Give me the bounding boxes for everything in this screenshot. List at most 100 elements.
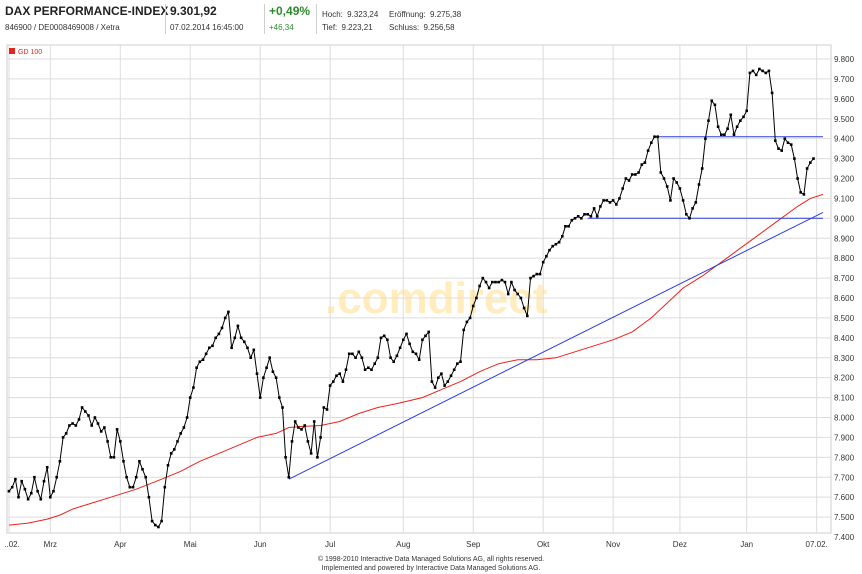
chart-svg: .comdirect GD 100 7.4007.5007.6007.7007.… <box>0 43 857 553</box>
y-tick-label: 7.900 <box>834 433 855 442</box>
price-point <box>405 332 408 336</box>
price-point <box>513 288 516 292</box>
y-tick-label: 8.900 <box>834 234 855 243</box>
close-label: Schluss: <box>389 23 420 32</box>
price-point <box>777 147 780 150</box>
price-point <box>128 485 132 489</box>
plot-area <box>6 44 832 534</box>
y-tick-label: 8.200 <box>834 374 855 383</box>
y-tick-label: 7.700 <box>834 473 855 482</box>
price-point <box>227 310 230 314</box>
price-point <box>30 491 33 495</box>
y-tick-label: 8.400 <box>834 334 855 343</box>
header-divider <box>264 4 265 34</box>
price-point <box>742 115 745 119</box>
price-point <box>541 260 545 264</box>
x-tick-label: Apr <box>114 540 127 549</box>
series-line-gd-100 <box>8 193 824 526</box>
price-point <box>341 380 345 383</box>
price-point <box>157 525 160 529</box>
price-point <box>93 416 97 419</box>
price-point <box>408 342 411 346</box>
price-point <box>217 332 221 336</box>
price-point <box>805 167 809 170</box>
price-point <box>545 254 548 258</box>
price-point <box>115 428 119 431</box>
x-tick-label: Sep <box>466 540 481 549</box>
price-point <box>45 466 49 469</box>
price-point <box>328 384 332 387</box>
watermark-text: .comdirect <box>325 274 548 323</box>
copyright-footer: © 1998-2010 Interactive Data Managed Sol… <box>0 555 862 573</box>
price-point <box>150 519 154 523</box>
y-tick-label: 8.000 <box>834 414 855 423</box>
price-point <box>688 217 691 220</box>
price-point <box>99 430 103 433</box>
price-point <box>424 334 427 338</box>
price-point <box>557 240 561 244</box>
price-point <box>624 177 628 180</box>
price-point <box>535 272 539 276</box>
x-tick-label: Jan <box>740 540 753 549</box>
price-point <box>182 426 186 429</box>
price-point <box>796 177 799 180</box>
price-point <box>561 235 564 238</box>
price-point <box>386 338 389 342</box>
price-point <box>421 338 424 342</box>
price-point <box>516 292 519 296</box>
price-point <box>809 161 812 164</box>
price-point <box>685 213 688 216</box>
price-point <box>440 372 443 375</box>
price-point <box>589 215 593 218</box>
price-point <box>637 171 640 174</box>
price-point <box>764 71 768 75</box>
x-tick-label: 11.02. <box>5 540 20 549</box>
price-point <box>758 67 761 71</box>
price-point <box>325 408 329 411</box>
price-point <box>732 133 736 136</box>
price-point <box>526 314 529 318</box>
price-point <box>452 368 456 371</box>
x-tick-label: Jun <box>254 540 267 549</box>
price-point <box>281 406 284 409</box>
price-point <box>716 125 720 128</box>
price-chart: .comdirect GD 100 7.400 7.500 7.600 7.700 7.… <box>0 43 857 553</box>
price-point <box>605 199 609 202</box>
price-point <box>236 324 240 328</box>
change-absolute: +46,34 <box>269 23 294 32</box>
price-point <box>284 456 287 459</box>
price-point <box>751 69 755 73</box>
price-point <box>42 479 46 483</box>
price-point <box>376 356 380 359</box>
day-high-value: 9.323,24 <box>347 10 379 19</box>
price-point <box>246 346 249 350</box>
y-tick-label: 8.500 <box>834 314 855 323</box>
price-point <box>131 485 135 489</box>
open-value: 9.275,38 <box>430 10 462 19</box>
price-point <box>735 125 739 128</box>
price-point <box>23 487 27 491</box>
price-point <box>179 432 182 435</box>
price-point <box>812 157 815 160</box>
price-point <box>268 356 271 359</box>
price-point <box>61 436 65 439</box>
price-point <box>185 416 189 419</box>
close-price: Schluss: 9.256,58 <box>389 21 461 34</box>
price-point <box>475 296 478 300</box>
x-axis: 11.02. Mrz Apr Mai Jun Jul Aug Sep Okt Nov Dez Jan 0… <box>0 540 828 549</box>
y-tick-label: 9.600 <box>834 95 855 104</box>
price-point <box>322 406 326 409</box>
price-point <box>389 356 392 359</box>
price-point <box>430 380 434 383</box>
price-point <box>319 436 322 439</box>
price-point <box>567 225 570 228</box>
price-point <box>659 171 663 174</box>
price-point <box>398 346 402 350</box>
price-point <box>500 278 504 282</box>
price-point <box>122 460 125 463</box>
price-point <box>52 489 55 493</box>
price-point <box>230 346 233 350</box>
price-point <box>532 274 535 278</box>
price-point <box>681 199 685 202</box>
price-point <box>414 352 418 356</box>
